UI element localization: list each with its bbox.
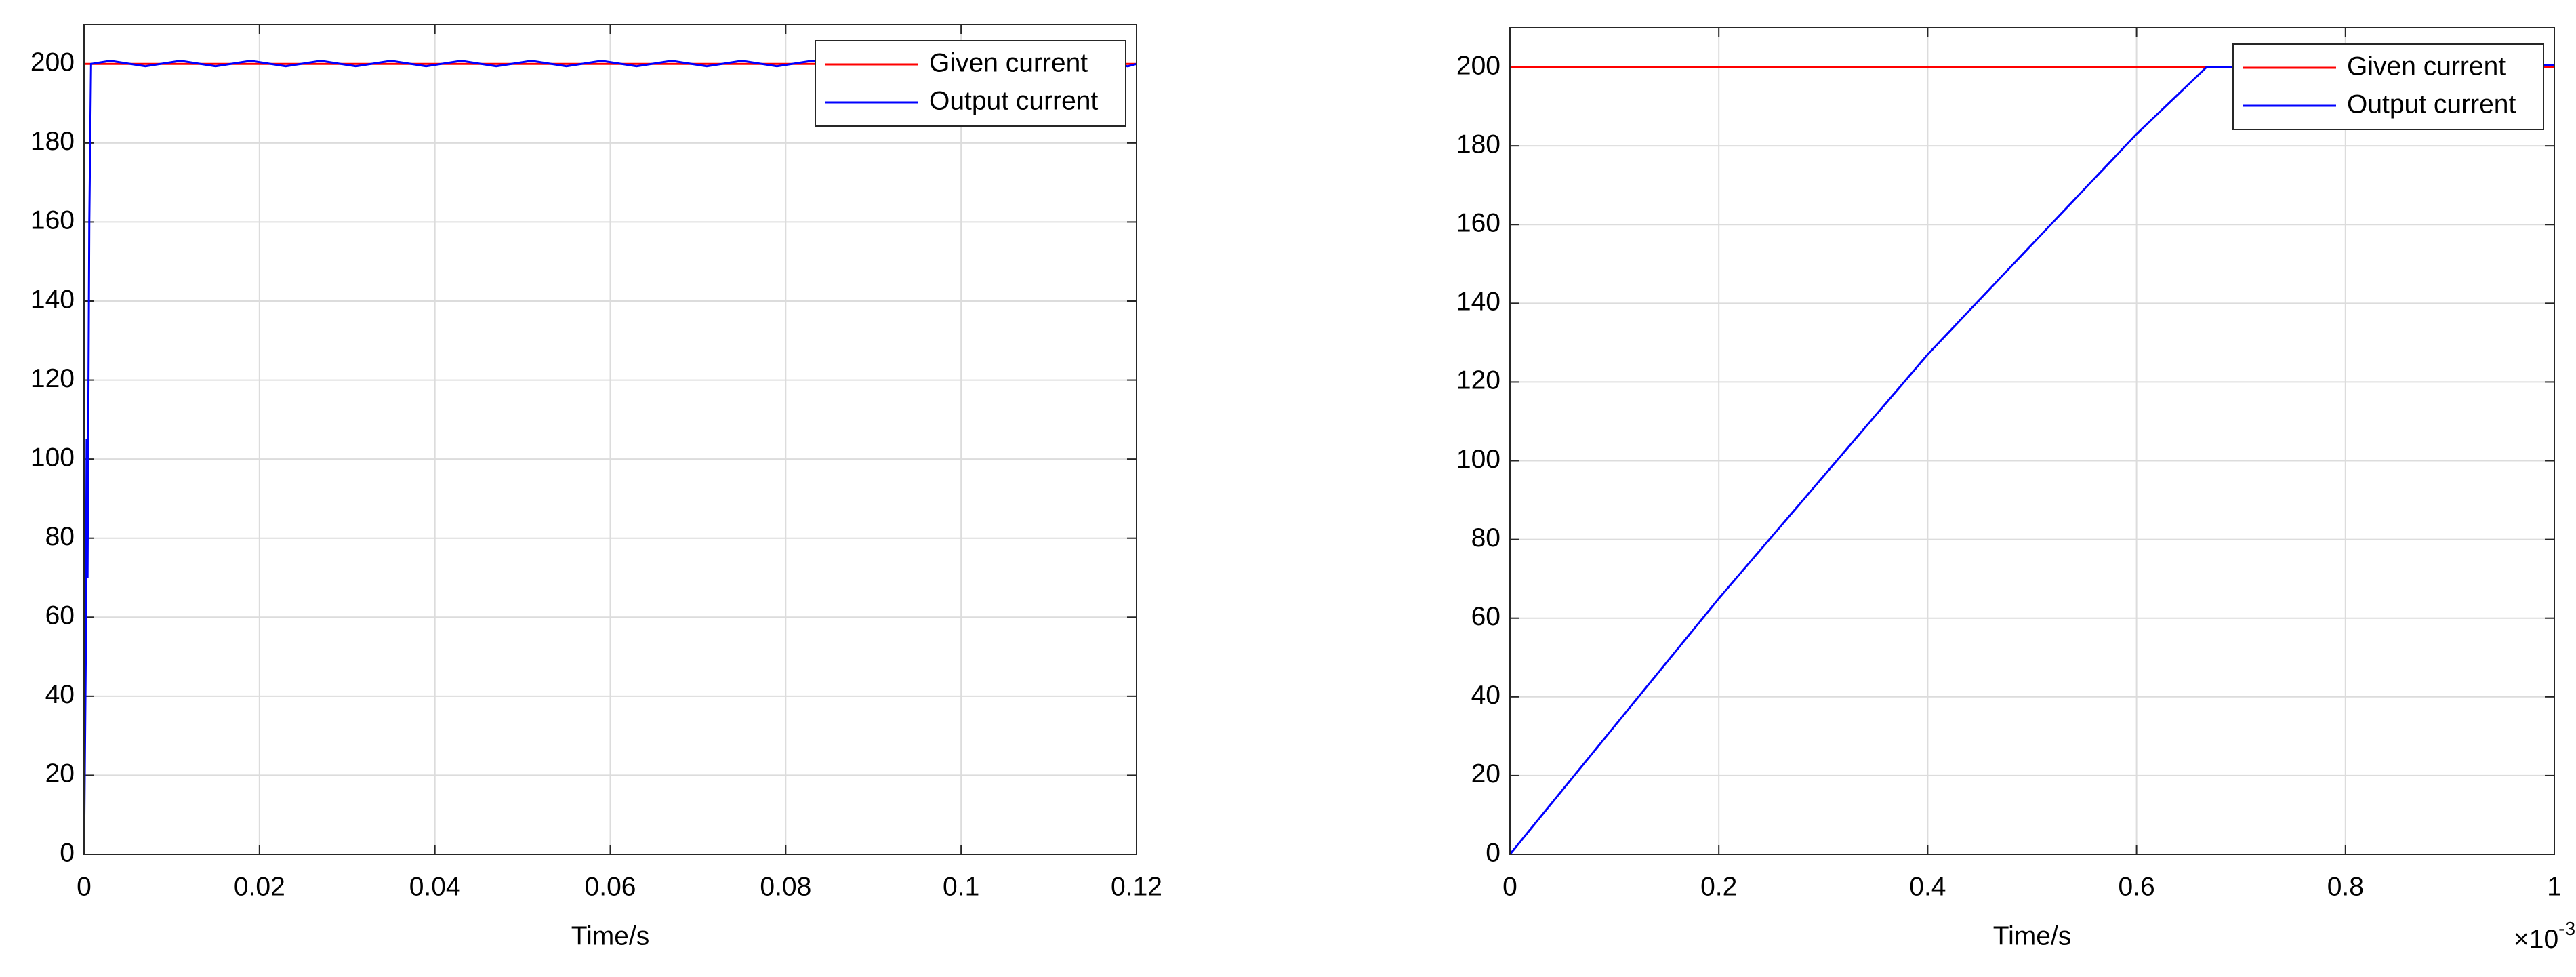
y-tick-label: 180 [1456, 129, 1500, 159]
multiplier-base: ×10 [2514, 925, 2558, 954]
y-tick-label: 100 [30, 443, 75, 472]
legend-box [2232, 43, 2544, 130]
y-tick-label: 80 [45, 522, 75, 551]
x-tick-label: 0.02 [234, 872, 285, 901]
y-tick-label: 140 [1456, 287, 1500, 317]
x-tick-label: 0 [77, 872, 91, 901]
x-tick-label: 0.2 [1700, 872, 1737, 901]
legend-label: Output current [2347, 89, 2516, 119]
x-tick-label: 0.6 [2118, 872, 2154, 901]
y-tick-label: 180 [30, 127, 75, 156]
y-tick-label: 0 [60, 838, 75, 867]
plot-area [1510, 28, 2554, 854]
chart: 0 20 40 60 80 100 120 140 160 180 200 0 0.02 0.04 0.06… [30, 24, 1162, 951]
y-tick-label: 100 [1456, 445, 1500, 474]
y-tick-label: 60 [45, 601, 75, 631]
y-tick-label: 40 [45, 680, 75, 709]
x-tick-label: 0.12 [1111, 872, 1162, 901]
legend-label: Output current [929, 86, 1098, 115]
x-tick-label: 0.06 [585, 872, 636, 901]
y-tick-label: 120 [30, 364, 75, 393]
x-tick-label: 0 [1502, 872, 1517, 901]
x-tick-label: 0.8 [2327, 872, 2364, 901]
y-tick-label: 160 [30, 206, 75, 235]
x-tick-label: 0.04 [409, 872, 461, 901]
y-tick-label: 140 [30, 285, 75, 314]
y-tick-label: 0 [1486, 838, 1500, 867]
y-tick-label: 120 [1456, 366, 1500, 395]
x-axis-label: Time/s [1993, 921, 2072, 951]
x-tick-label: 0.08 [760, 872, 811, 901]
y-tick-label: 80 [1471, 523, 1500, 553]
legend-box [815, 40, 1126, 127]
y-tick-label: 20 [1471, 759, 1500, 789]
legend-label: Given current [929, 48, 1088, 77]
plot-border [1509, 27, 2555, 855]
y-tick-label: 200 [1456, 51, 1500, 80]
x-tick-label: 0.4 [1909, 872, 1946, 901]
y-tick-label: 40 [1471, 681, 1500, 710]
x-multiplier: ×10-3 [2514, 918, 2575, 954]
x-tick-label: 1 [2547, 872, 2562, 901]
legend-label: Given current [2347, 52, 2506, 81]
x-tick-label: 0.1 [943, 872, 979, 901]
plot-border [83, 24, 1137, 855]
y-tick-label: 200 [30, 48, 75, 77]
x-axis-label: Time/s [571, 921, 650, 951]
chart: 0 20 40 60 80 100 120 140 160 180 200 0 0.2 0.4 0.6 0.8… [1456, 27, 2575, 954]
multiplier-exponent: -3 [2558, 918, 2575, 939]
y-tick-label: 160 [1456, 209, 1500, 238]
y-tick-label: 20 [45, 759, 75, 789]
y-tick-label: 60 [1471, 602, 1500, 631]
